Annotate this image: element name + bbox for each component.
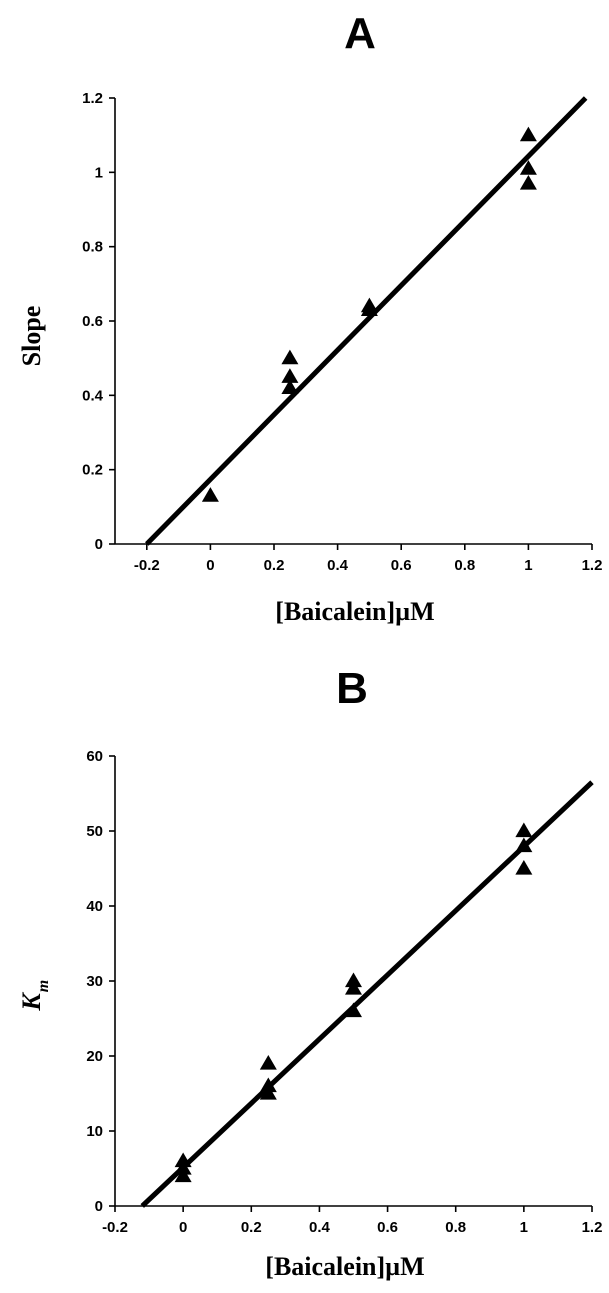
panel-b: B 0 10 20 30 40 50 60 -0.2 0 0.2 0.4 0.6 0.8 1 1.2 [Ba… [17, 664, 602, 1281]
panel-a-y-tick-label: 0.6 [82, 313, 103, 330]
panel-b-y-axis-title-group: K m [17, 980, 52, 1012]
panel-b-data-point [174, 1167, 192, 1183]
panel-b-x-tick-label: 0 [179, 1219, 187, 1236]
panel-b-y-tick-label: 40 [86, 898, 103, 915]
panel-b-letter: B [336, 664, 368, 713]
panel-b-y-axis-title: K [17, 992, 46, 1012]
panel-a-y-tick-label: 1 [95, 164, 103, 181]
panel-a: A 0 0.2 0.4 0.6 0.8 1 1.2 -0.2 0 0.2 0.4 0.6 0.8 1 1.2… [17, 9, 602, 626]
panel-b-data-point [515, 860, 533, 875]
panel-a-x-tick-label: 0 [206, 557, 214, 574]
panel-a-x-tick-label: 0.8 [454, 557, 475, 574]
panel-b-x-tick-label: 0.8 [445, 1219, 466, 1236]
panel-b-data-point [515, 822, 533, 838]
panel-a-x-tick-label: 0.2 [264, 557, 285, 574]
panel-b-data-point [345, 1002, 362, 1018]
panel-b-x-axis-title: [Baicalein]µM [265, 1252, 424, 1281]
panel-a-x-tick-label: 0.6 [391, 557, 412, 574]
panel-a-y-axis-title: Slope [17, 306, 46, 367]
panel-a-x-axis-title: [Baicalein]µM [275, 597, 434, 626]
panel-b-x-tick-label: 0.6 [377, 1219, 398, 1236]
panel-b-data-point [259, 1055, 277, 1070]
panel-b-data-point [345, 980, 362, 995]
panel-a-letter: A [344, 9, 376, 58]
panel-b-y-tick-label: 10 [86, 1123, 103, 1140]
panel-a-x-tick-label: -0.2 [134, 557, 160, 574]
panel-a-axes [109, 97, 593, 550]
panel-b-axes [109, 755, 593, 1212]
panel-b-x-tick-label: -0.2 [102, 1219, 128, 1236]
panel-a-x-tick-label: 1 [524, 557, 532, 574]
panel-a-tick-labels: 0 0.2 0.4 0.6 0.8 1 1.2 -0.2 0 0.2 0.4 0.6 0.8 1 1.2 [82, 90, 602, 574]
panel-a-y-tick-label: 0.2 [82, 462, 103, 479]
panel-a-y-tick-label: 0.8 [82, 239, 103, 256]
panel-a-data-point [360, 301, 378, 316]
panel-a-data-point [519, 126, 537, 142]
panel-b-y-tick-label: 50 [86, 823, 103, 840]
panel-b-y-tick-label: 30 [86, 973, 103, 990]
panel-b-data-point [259, 1085, 277, 1100]
panel-b-data-point [515, 837, 533, 853]
panel-b-x-tick-label: 0.2 [241, 1219, 262, 1236]
panel-a-fit-line [145, 96, 588, 546]
panel-a-data-point [519, 160, 537, 175]
panel-b-data-point [345, 972, 362, 988]
panel-b-x-tick-label: 1.2 [582, 1219, 603, 1236]
panel-b-x-tick-label: 0.4 [309, 1219, 331, 1236]
panel-a-y-tick-label: 1.2 [82, 90, 103, 107]
panel-a-data-point [519, 174, 537, 190]
panel-a-x-tick-label: 0.4 [327, 557, 349, 574]
panel-b-tick-labels: 0 10 20 30 40 50 60 -0.2 0 0.2 0.4 0.6 0.8 1 1.2 [86, 748, 602, 1236]
panel-a-markers [201, 126, 537, 502]
panel-a-data-point [281, 349, 299, 365]
panel-a-data-point [201, 487, 219, 502]
panel-b-x-tick-label: 1 [520, 1219, 528, 1236]
panel-b-y-tick-label: 0 [95, 1198, 103, 1215]
panel-b-data-point [259, 1077, 277, 1093]
panel-b-fit-line-group [140, 780, 594, 1208]
panel-b-y-tick-label: 20 [86, 1048, 103, 1065]
panel-a-data-point [281, 368, 299, 383]
panel-a-data-point [281, 379, 299, 395]
panel-a-fit-line-group [145, 96, 588, 546]
panel-b-y-tick-label: 60 [86, 748, 103, 765]
panel-b-markers [174, 822, 533, 1183]
panel-a-x-tick-label: 1.2 [582, 557, 603, 574]
panel-b-fit-line [140, 780, 594, 1208]
panel-a-y-tick-label: 0 [95, 536, 103, 553]
panel-b-y-axis-title-subscript: m [35, 980, 52, 992]
panel-b-data-point [174, 1160, 192, 1175]
panel-a-y-tick-label: 0.4 [82, 387, 104, 404]
panel-b-data-point [174, 1152, 192, 1168]
